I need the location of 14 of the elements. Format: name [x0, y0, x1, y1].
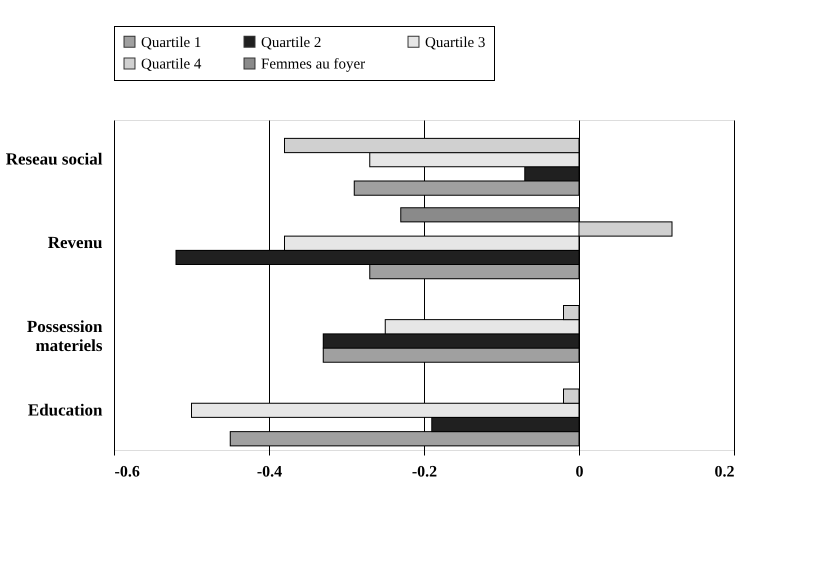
x-tick-label: -0.4 — [256, 464, 282, 480]
legend-label: Quartile 2 — [261, 34, 322, 51]
legend-label: Quartile 3 — [425, 34, 486, 51]
x-tick-label: -0.6 — [114, 464, 140, 480]
legend-label: Quartile 1 — [141, 34, 202, 51]
x-tick-label: 0 — [576, 464, 584, 480]
x-tick-label: -0.2 — [412, 464, 438, 480]
y-tick-label: Reseau social — [6, 150, 103, 169]
y-tick-label: Education — [28, 400, 104, 420]
legend-label: Quartile 4 — [141, 56, 202, 72]
legend-label: Femmes au foyer — [261, 56, 366, 72]
y-tick-label: Possession materiels — [26, 316, 104, 355]
y-tick-label: Revenu — [48, 233, 102, 252]
x-tick-label: 0.2 — [714, 464, 734, 480]
